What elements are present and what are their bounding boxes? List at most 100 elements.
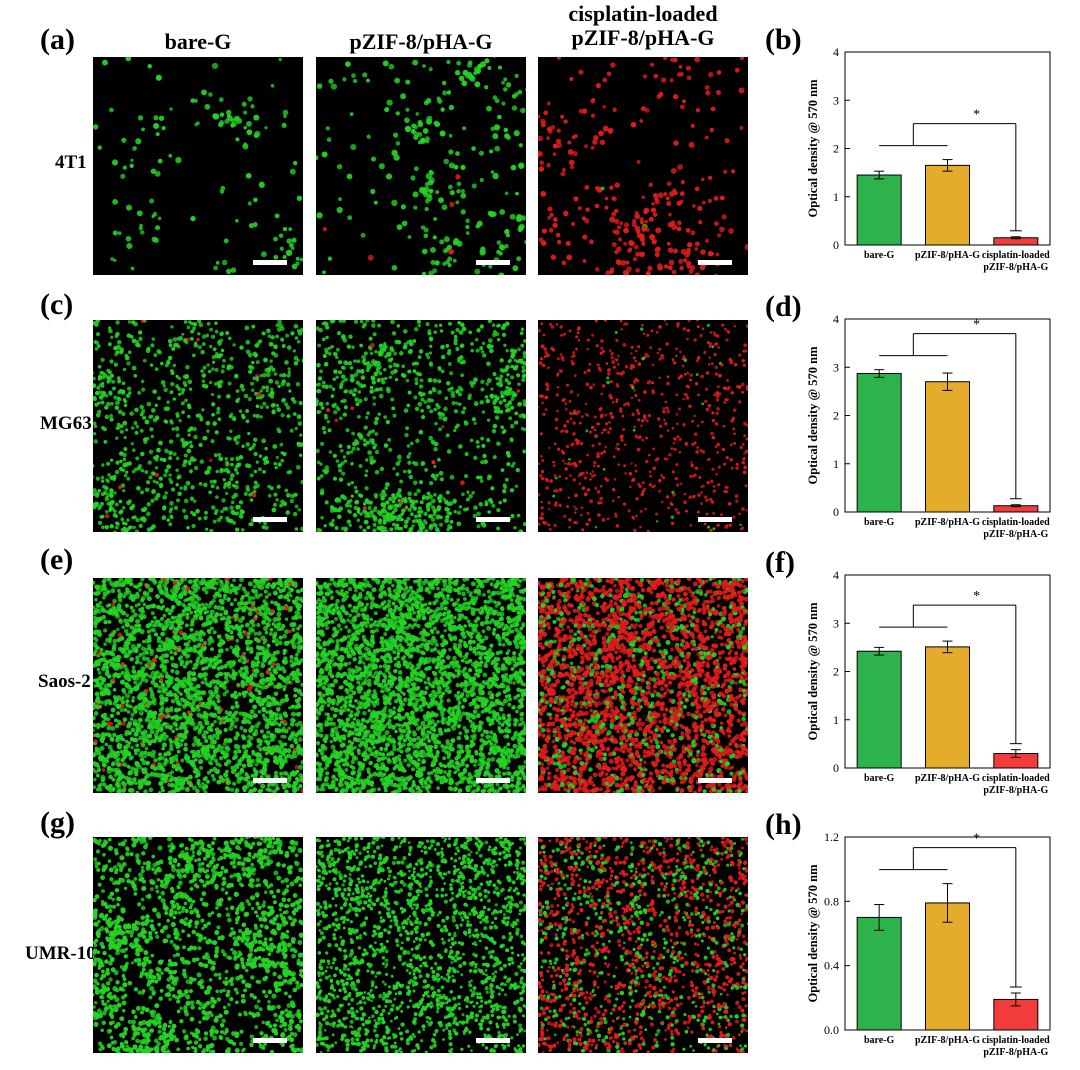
scale-bar <box>253 517 287 522</box>
column-header-cisplatin: cisplatin-loaded pZIF-8/pHA-G <box>533 2 753 50</box>
scale-bar <box>253 778 287 783</box>
chart-svg-d: 0 1 2 3 4 Optical density @ 570 nm bare-G pZIF-… <box>765 292 1075 547</box>
x-category-label: cisplatin-loaded <box>982 250 1050 261</box>
x-category-label: bare-G <box>864 1035 895 1046</box>
y-tick-label: 1.2 <box>824 830 839 844</box>
micrograph-saos-2-col1 <box>93 578 303 793</box>
chart-svg-h: 0.0 0.4 0.8 1.2 Optical density @ 570 nm bare… <box>765 810 1075 1065</box>
y-tick-label: 4 <box>833 312 839 326</box>
scale-bar <box>253 260 287 265</box>
panel-label-b: (b) <box>765 25 802 55</box>
bar-chart-b: (b) 0 1 2 3 4 Optical density @ 570 nm bare-G p… <box>765 25 1075 280</box>
panel-label-e: (e) <box>40 545 73 575</box>
y-tick-label: 0 <box>833 505 839 519</box>
x-category-label: cisplatin-loaded <box>982 773 1050 784</box>
scale-bar <box>476 517 510 522</box>
y-tick-label: 1 <box>833 457 839 471</box>
row-label-mg63: MG63 <box>40 413 92 435</box>
panel-label-d: (d) <box>765 292 802 322</box>
y-axis-label: Optical density @ 570 nm <box>806 346 820 485</box>
scale-bar <box>476 1038 510 1043</box>
micrograph-umr-106-col3 <box>538 837 748 1053</box>
bar-1 <box>857 651 901 768</box>
y-tick-label: 0 <box>833 761 839 775</box>
panel-label-g: (g) <box>40 808 75 838</box>
y-tick-label: 2 <box>833 142 839 156</box>
column-header-line: cisplatin-loaded <box>533 2 753 26</box>
y-tick-label: 0.4 <box>824 959 839 973</box>
y-tick-label: 2 <box>833 665 839 679</box>
bar-chart-d: (d) 0 1 2 3 4 Optical density @ 570 nm bare-G p… <box>765 292 1075 547</box>
micrograph-mg63-col1 <box>93 320 303 532</box>
y-tick-label: 1 <box>833 190 839 204</box>
scale-bar <box>476 778 510 783</box>
x-category-label: bare-G <box>864 250 895 261</box>
y-tick-label: 3 <box>833 93 839 107</box>
y-axis-label: Optical density @ 570 nm <box>806 79 820 218</box>
row-label-4t1: 4T1 <box>55 152 87 174</box>
x-category-label: cisplatin-loaded <box>982 1035 1050 1046</box>
chart-svg-b: 0 1 2 3 4 Optical density @ 570 nm bare-G pZIF-… <box>765 25 1075 280</box>
bar-1 <box>857 917 901 1030</box>
y-tick-label: 1 <box>833 713 839 727</box>
x-category-label: bare-G <box>864 773 895 784</box>
micrograph-4t1-col2 <box>316 57 526 275</box>
micrograph-umr-106-col1 <box>93 837 303 1053</box>
bar-chart-h: (h) 0.0 0.4 0.8 1.2 Optical density @ 570 nm… <box>765 810 1075 1065</box>
micrograph-umr-106-col2 <box>316 837 526 1053</box>
panel-label-f: (f) <box>765 548 795 578</box>
x-category-label: bare-G <box>864 517 895 528</box>
micrograph-mg63-col2 <box>316 320 526 532</box>
scale-bar <box>698 260 732 265</box>
y-tick-label: 0.8 <box>824 894 839 908</box>
column-header-line: bare-G <box>93 30 303 54</box>
x-category-label: pZIF-8/pHA-G <box>983 785 1048 796</box>
column-header-pzif: pZIF-8/pHA-G <box>316 30 526 54</box>
scale-bar <box>698 778 732 783</box>
x-category-label: pZIF-8/pHA-G <box>983 262 1048 273</box>
column-header-line: pZIF-8/pHA-G <box>533 26 753 50</box>
scale-bar <box>253 1038 287 1043</box>
x-category-label: pZIF-8/pHA-G <box>915 773 980 784</box>
bar-2 <box>926 165 970 245</box>
y-tick-label: 3 <box>833 616 839 630</box>
chart-svg-f: 0 1 2 3 4 Optical density @ 570 nm bare-G pZIF-… <box>765 548 1075 803</box>
significance-star: * <box>973 832 980 847</box>
x-category-label: pZIF-8/pHA-G <box>983 1047 1048 1058</box>
micrograph-4t1-col3 <box>538 57 748 275</box>
x-category-label: cisplatin-loaded <box>982 517 1050 528</box>
column-header-line: pZIF-8/pHA-G <box>316 30 526 54</box>
y-tick-label: 0.0 <box>824 1023 839 1037</box>
panel-label-a: (a) <box>40 25 75 55</box>
y-tick-label: 4 <box>833 45 839 59</box>
y-axis-label: Optical density @ 570 nm <box>806 864 820 1003</box>
y-tick-label: 4 <box>833 568 839 582</box>
significance-star: * <box>973 318 980 333</box>
bar-1 <box>857 374 901 512</box>
micrograph-4t1-col1 <box>93 57 303 275</box>
y-axis-label: Optical density @ 570 nm <box>806 602 820 741</box>
micrograph-mg63-col3 <box>538 320 748 532</box>
bar-2 <box>926 647 970 768</box>
bar-chart-f: (f) 0 1 2 3 4 Optical density @ 570 nm bare-G p… <box>765 548 1075 803</box>
scale-bar <box>698 517 732 522</box>
significance-star: * <box>973 589 980 604</box>
y-tick-label: 2 <box>833 409 839 423</box>
row-label-saos2: Saos-2 <box>38 671 91 693</box>
bar-1 <box>857 175 901 245</box>
x-category-label: pZIF-8/pHA-G <box>983 529 1048 540</box>
panel-label-h: (h) <box>765 810 802 840</box>
y-tick-label: 0 <box>833 238 839 252</box>
column-header-bare-g: bare-G <box>93 30 303 54</box>
scale-bar <box>698 1038 732 1043</box>
micrograph-saos-2-col3 <box>538 578 748 793</box>
x-category-label: pZIF-8/pHA-G <box>915 1035 980 1046</box>
x-category-label: pZIF-8/pHA-G <box>915 250 980 261</box>
y-tick-label: 3 <box>833 360 839 374</box>
x-category-label: pZIF-8/pHA-G <box>915 517 980 528</box>
panel-label-c: (c) <box>40 290 73 320</box>
significance-star: * <box>973 108 980 123</box>
micrograph-saos-2-col2 <box>316 578 526 793</box>
bar-2 <box>926 382 970 512</box>
scale-bar <box>476 260 510 265</box>
